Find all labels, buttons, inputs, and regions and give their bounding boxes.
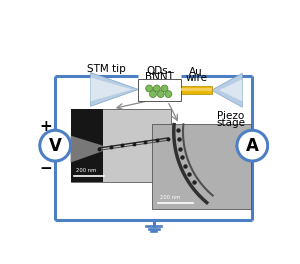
Text: 200 nm: 200 nm [160,195,180,200]
Circle shape [40,130,70,161]
Text: Au: Au [189,67,203,77]
Circle shape [149,91,156,97]
Text: wire: wire [185,73,207,83]
Text: −: − [40,161,52,176]
Circle shape [146,85,153,92]
Circle shape [153,85,160,92]
Polygon shape [91,73,138,106]
Text: Piezo: Piezo [217,111,244,121]
Polygon shape [212,73,242,107]
Polygon shape [219,79,242,101]
Circle shape [157,91,164,97]
Polygon shape [91,78,132,101]
Text: BNNT: BNNT [145,72,174,82]
Circle shape [165,91,172,97]
Text: +: + [40,119,52,134]
Text: QDs-: QDs- [147,66,172,76]
Text: V: V [49,137,61,155]
Circle shape [237,130,268,161]
Bar [138,79,181,101]
Text: A: A [246,137,259,155]
Bar [70,109,103,182]
Text: 200 nm: 200 nm [76,168,96,173]
Bar [70,109,171,182]
Polygon shape [70,136,103,163]
Text: stage: stage [216,118,245,128]
Text: STM tip: STM tip [87,64,125,74]
Circle shape [161,85,168,92]
Bar [181,86,212,95]
Bar [152,124,251,209]
